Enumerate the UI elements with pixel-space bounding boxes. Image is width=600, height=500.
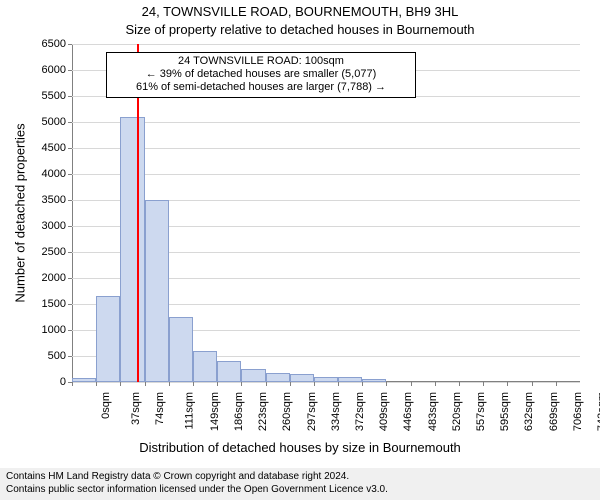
x-tick-mark	[507, 382, 508, 386]
histogram-bar	[96, 296, 120, 382]
chart-title-address: 24, TOWNSVILLE ROAD, BOURNEMOUTH, BH9 3H…	[0, 4, 600, 19]
x-tick-label: 111sqm	[183, 392, 195, 430]
x-tick-mark	[459, 382, 460, 386]
x-tick-label: 223sqm	[257, 392, 269, 431]
x-tick-mark	[96, 382, 97, 386]
x-tick-label: 446sqm	[403, 392, 415, 431]
histogram-bar	[193, 351, 217, 382]
annotation-line-1: 24 TOWNSVILLE ROAD: 100sqm	[111, 55, 411, 68]
histogram-bar	[338, 377, 362, 382]
y-tick-label: 3500	[42, 194, 72, 206]
x-tick-mark	[72, 382, 73, 386]
y-tick-label: 3000	[42, 220, 72, 232]
x-tick-label: 632sqm	[523, 392, 535, 431]
annotation-line-3: 61% of semi-detached houses are larger (…	[111, 81, 411, 94]
histogram-bar	[314, 377, 338, 382]
y-tick-label: 2000	[42, 272, 72, 284]
x-tick-label: 409sqm	[378, 392, 390, 431]
chart-title-subtitle: Size of property relative to detached ho…	[0, 22, 600, 37]
attribution-line-1: Contains HM Land Registry data © Crown c…	[6, 471, 594, 484]
histogram-bar	[290, 374, 314, 382]
y-tick-label: 1500	[42, 298, 72, 310]
x-tick-label: 372sqm	[354, 392, 366, 431]
histogram-bar	[241, 369, 265, 382]
y-tick-label: 2500	[42, 246, 72, 258]
x-tick-mark	[435, 382, 436, 386]
histogram-bar	[72, 378, 96, 382]
x-tick-mark	[169, 382, 170, 386]
x-tick-mark	[266, 382, 267, 386]
x-tick-label: 483sqm	[427, 392, 439, 431]
x-tick-mark	[532, 382, 533, 386]
histogram-bar	[266, 373, 290, 382]
x-tick-label: 297sqm	[306, 392, 318, 431]
histogram-bar	[169, 317, 193, 382]
x-tick-mark	[217, 382, 218, 386]
x-tick-label: 74sqm	[155, 392, 167, 425]
x-tick-label: 669sqm	[548, 392, 560, 431]
y-tick-label: 5000	[42, 116, 72, 128]
x-tick-label: 0sqm	[100, 392, 112, 419]
attribution-line-2: Contains public sector information licen…	[6, 484, 594, 497]
histogram-bar	[120, 117, 144, 382]
y-gridline	[72, 122, 580, 123]
annotation-line-2: ← 39% of detached houses are smaller (5,…	[111, 68, 411, 81]
x-tick-mark	[241, 382, 242, 386]
y-tick-label: 4500	[42, 142, 72, 154]
x-tick-mark	[386, 382, 387, 386]
x-tick-label: 260sqm	[282, 392, 294, 431]
x-tick-label: 595sqm	[499, 392, 511, 431]
chart-root: 24, TOWNSVILLE ROAD, BOURNEMOUTH, BH9 3H…	[0, 0, 600, 500]
y-gridline	[72, 44, 580, 45]
y-tick-label: 6000	[42, 64, 72, 76]
x-tick-label: 520sqm	[451, 392, 463, 431]
y-gridline	[72, 382, 580, 383]
x-tick-mark	[314, 382, 315, 386]
histogram-bar	[145, 200, 169, 382]
x-axis-title: Distribution of detached houses by size …	[0, 440, 600, 455]
x-tick-label: 743sqm	[596, 392, 600, 431]
x-tick-mark	[362, 382, 363, 386]
x-tick-label: 334sqm	[330, 392, 342, 431]
x-tick-label: 706sqm	[572, 392, 584, 431]
y-tick-label: 500	[48, 350, 72, 362]
y-gridline	[72, 148, 580, 149]
x-tick-mark	[338, 382, 339, 386]
histogram-bar	[362, 379, 386, 382]
y-tick-label: 0	[60, 376, 72, 388]
x-tick-mark	[120, 382, 121, 386]
y-tick-label: 5500	[42, 90, 72, 102]
x-tick-label: 37sqm	[130, 392, 142, 425]
y-tick-label: 1000	[42, 324, 72, 336]
y-gridline	[72, 174, 580, 175]
y-axis-title: Number of detached properties	[13, 123, 28, 302]
x-tick-label: 186sqm	[233, 392, 245, 431]
y-tick-label: 6500	[42, 38, 72, 50]
histogram-bar	[217, 361, 241, 382]
x-tick-mark	[556, 382, 557, 386]
annotation-box: 24 TOWNSVILLE ROAD: 100sqm← 39% of detac…	[106, 52, 416, 98]
plot-area: 0500100015002000250030003500400045005000…	[72, 44, 580, 382]
x-tick-mark	[483, 382, 484, 386]
x-tick-mark	[145, 382, 146, 386]
y-axis-line	[72, 44, 73, 382]
attribution-box: Contains HM Land Registry data © Crown c…	[0, 468, 600, 500]
x-tick-mark	[193, 382, 194, 386]
x-tick-label: 557sqm	[475, 392, 487, 431]
y-tick-label: 4000	[42, 168, 72, 180]
x-tick-label: 149sqm	[209, 392, 221, 431]
x-tick-mark	[411, 382, 412, 386]
x-tick-mark	[290, 382, 291, 386]
